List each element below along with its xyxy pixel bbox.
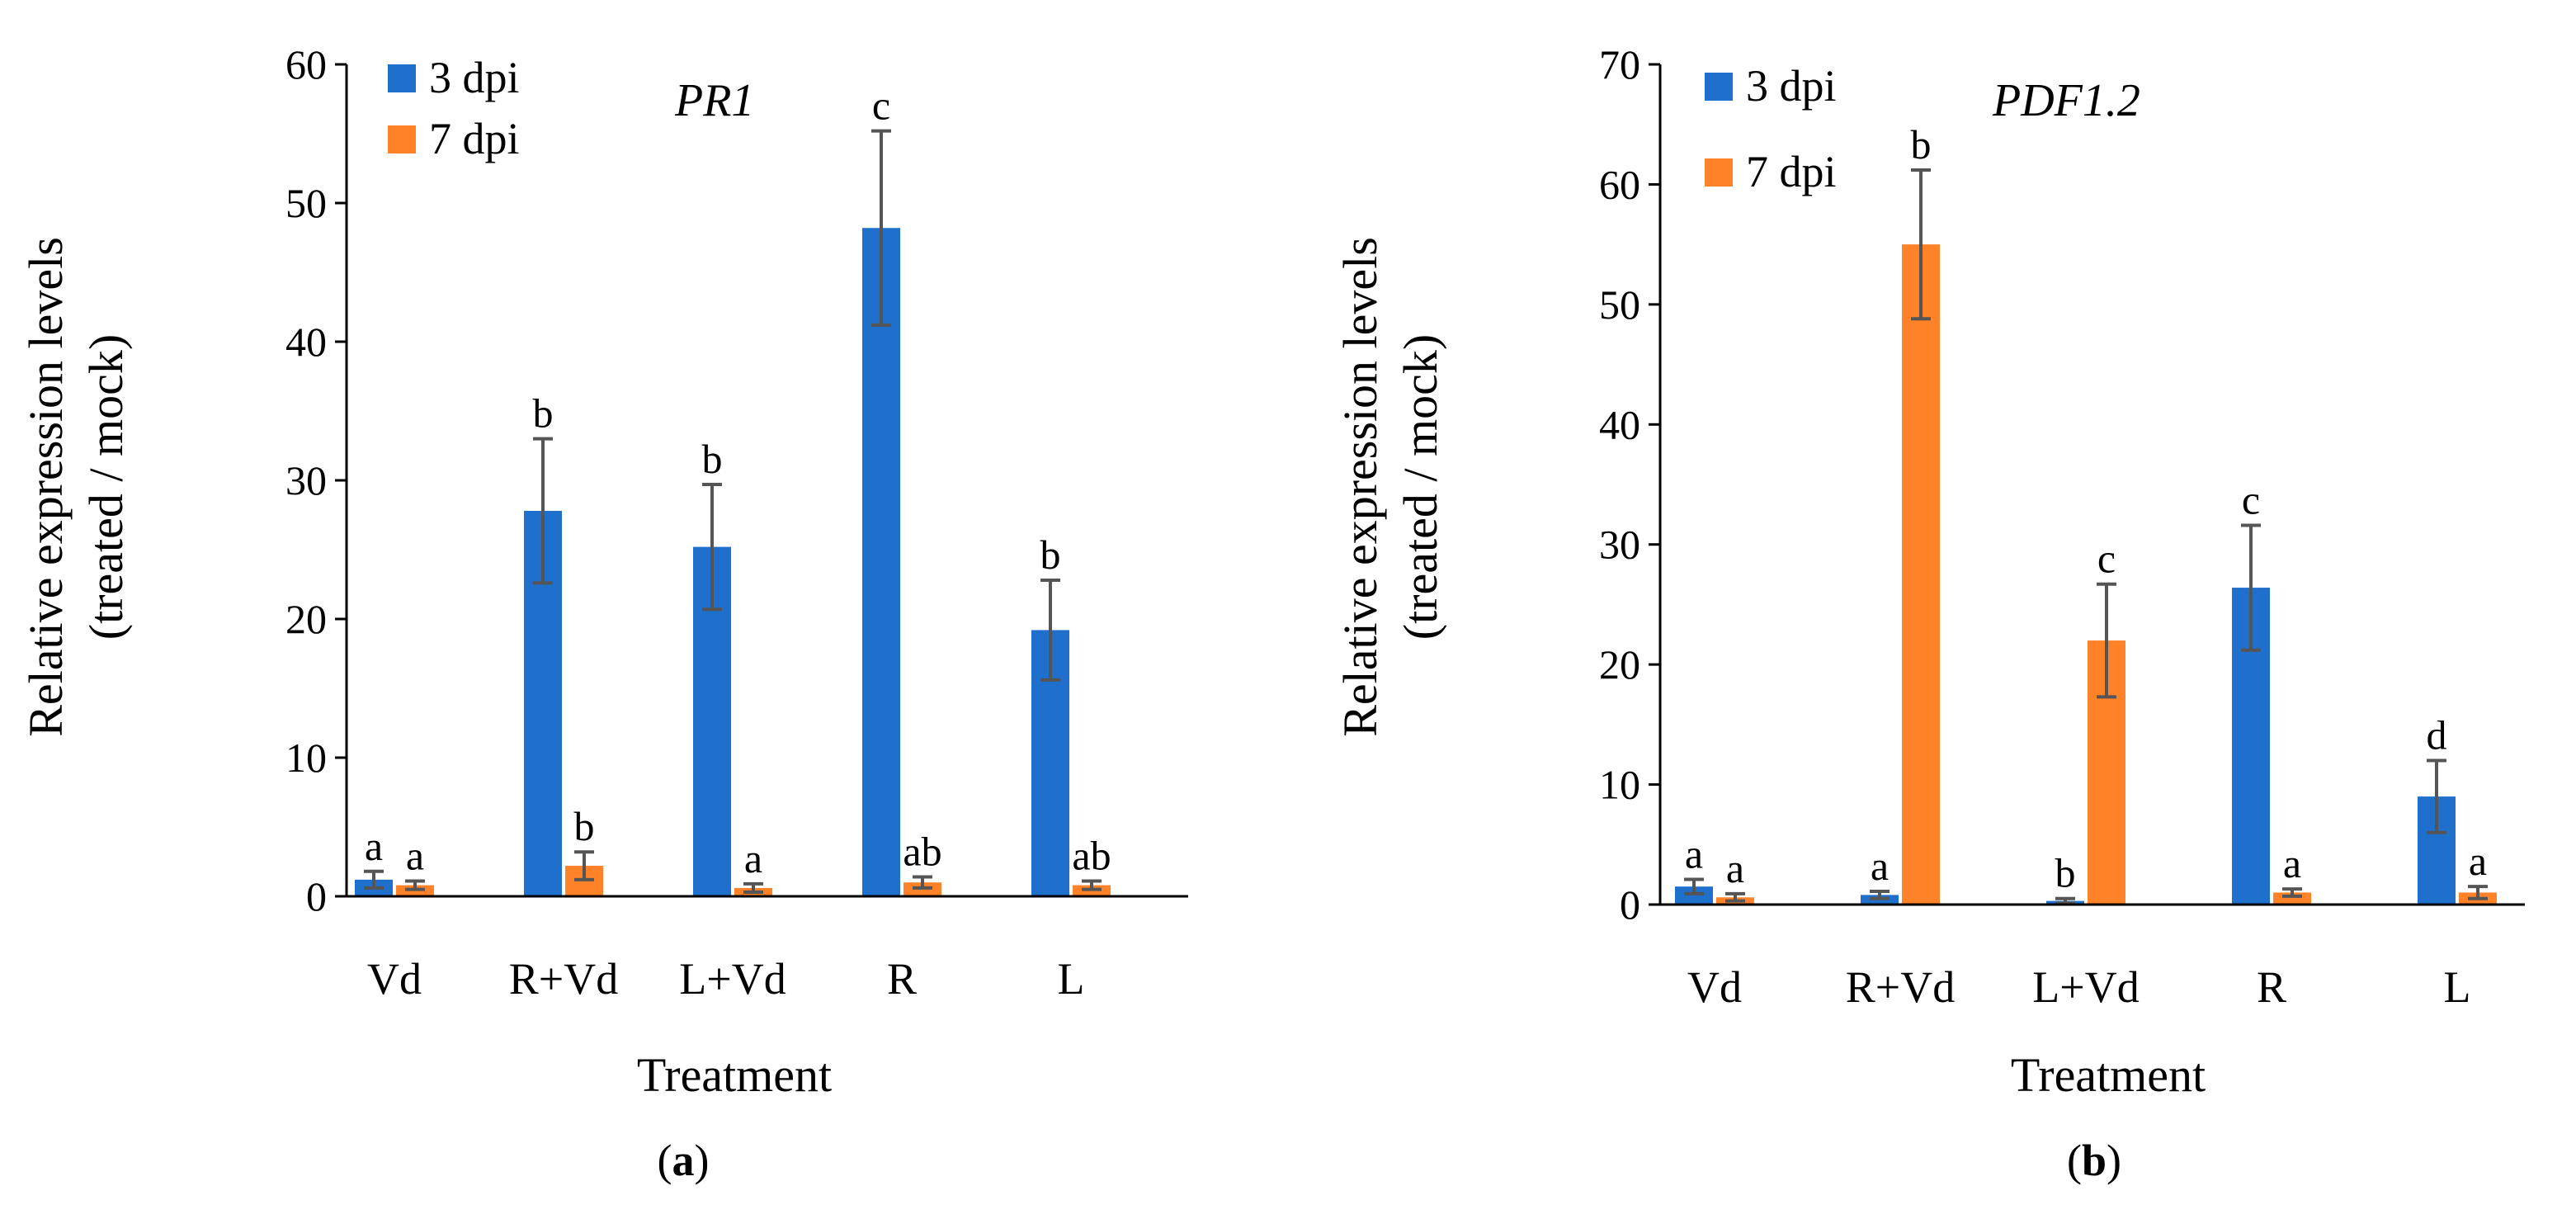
x-tick-label: R: [2257, 962, 2286, 1012]
significance-label: a: [1871, 843, 1889, 889]
y-tick-label: 0: [1620, 881, 1640, 928]
panel-label-b: (b): [2067, 1136, 2121, 1185]
y-axis-title-line2: (treated / mock): [79, 334, 133, 640]
x-tick-label: L: [2444, 962, 2471, 1012]
chart-a: Relative expression levels (treated / mo…: [19, 41, 1188, 1185]
significance-label: ab: [903, 828, 941, 874]
significance-label: b: [2055, 850, 2076, 896]
x-tick-label: Vd: [367, 954, 422, 1004]
y-axis-title-line2: (treated / mock): [1394, 334, 1447, 640]
panel-label-close: ): [2107, 1136, 2121, 1185]
significance-label: b: [533, 390, 554, 437]
significance-label: b: [702, 436, 723, 482]
bar: [1675, 886, 1713, 905]
significance-label: c: [2097, 536, 2116, 582]
y-tick-label: 40: [1599, 401, 1640, 447]
x-tick-label: R+Vd: [509, 954, 618, 1004]
y-tick-label: 60: [285, 41, 327, 87]
significance-label: a: [744, 835, 762, 881]
significance-label: a: [2469, 838, 2487, 884]
gene-label-pr1: PR1: [674, 75, 754, 126]
significance-label: b: [574, 803, 595, 849]
significance-label: a: [365, 823, 383, 869]
significance-label: d: [2427, 711, 2447, 758]
panel-label-letter: b: [2082, 1136, 2107, 1185]
y-tick-label: 60: [1599, 161, 1640, 207]
significance-label: a: [406, 833, 424, 879]
y-tick-label: 20: [1599, 641, 1640, 687]
y-tick-label: 50: [285, 180, 327, 226]
y-tick-label: 0: [306, 873, 327, 919]
significance-label: c: [872, 83, 890, 129]
x-tick-label: R+Vd: [1846, 962, 1955, 1012]
y-tick-label: 70: [1599, 41, 1640, 87]
significance-label: b: [1911, 121, 1932, 168]
significance-label: b: [1040, 532, 1061, 578]
y-axis-title-line1: Relative expression levels: [1333, 237, 1387, 737]
y-axis-title-line1: Relative expression levels: [19, 237, 73, 737]
y-tick-label: 40: [285, 319, 327, 365]
x-tick-label: L: [1058, 954, 1085, 1004]
legend-label-7dpi: 7 dpi: [1746, 147, 1837, 196]
significance-label: a: [2283, 840, 2301, 886]
legend-label-3dpi: 3 dpi: [429, 53, 520, 102]
panel-label-letter: a: [672, 1136, 695, 1185]
y-tick-label: 10: [285, 735, 327, 781]
panel-label-close: ): [695, 1136, 710, 1185]
bar: [1902, 244, 1940, 905]
legend-swatch-3dpi: [1705, 73, 1733, 101]
legend-swatch-3dpi: [388, 64, 416, 92]
legend-label-7dpi: 7 dpi: [429, 114, 520, 163]
panel-label-open: (: [2067, 1136, 2082, 1185]
significance-label: a: [1726, 845, 1744, 891]
panel-label-a: (a): [658, 1136, 710, 1185]
legend-swatch-7dpi: [388, 125, 416, 154]
x-tick-label: L+Vd: [2032, 962, 2139, 1012]
x-tick-label: Vd: [1687, 962, 1742, 1012]
legend-swatch-7dpi: [1705, 158, 1733, 187]
chart-b: Relative expression levels (treated / mo…: [1333, 41, 2525, 1185]
legend-label-3dpi: 3 dpi: [1746, 61, 1837, 111]
x-axis-title: Treatment: [2011, 1048, 2206, 1102]
significance-label: c: [2242, 476, 2260, 522]
panel-label-open: (: [658, 1136, 672, 1185]
y-tick-label: 20: [285, 596, 327, 642]
bar: [862, 228, 900, 896]
x-axis-title: Treatment: [637, 1048, 832, 1102]
y-tick-label: 10: [1599, 762, 1640, 808]
y-tick-label: 50: [1599, 281, 1640, 328]
y-tick-label: 30: [1599, 522, 1640, 568]
y-tick-label: 30: [285, 457, 327, 503]
gene-label-pdf12: PDF1.2: [1992, 75, 2140, 126]
significance-label: ab: [1072, 833, 1111, 879]
x-tick-label: R: [887, 954, 917, 1004]
x-tick-label: L+Vd: [679, 954, 786, 1004]
significance-label: a: [1685, 830, 1703, 876]
